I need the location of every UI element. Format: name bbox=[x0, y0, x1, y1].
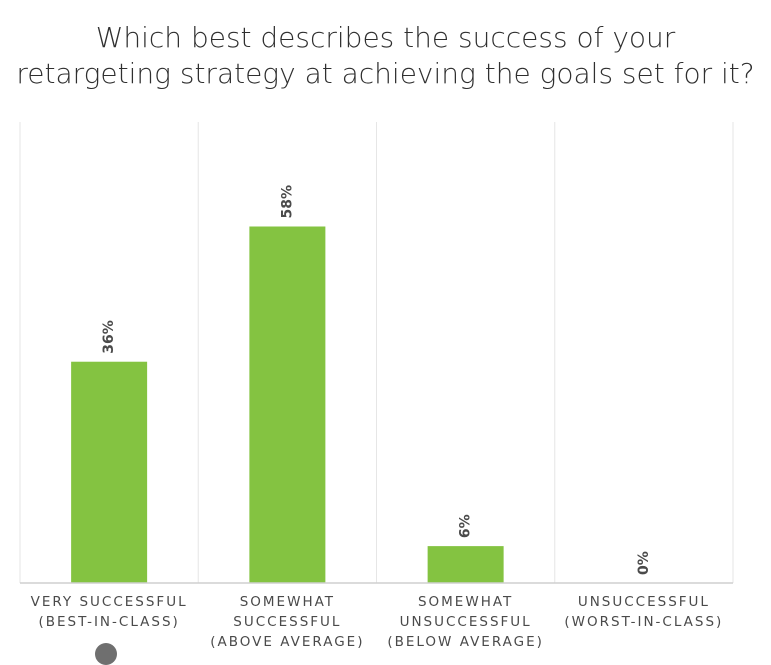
x-tick-label: (BELOW AVERAGE) bbox=[387, 634, 544, 650]
scroll-indicator[interactable] bbox=[95, 643, 117, 665]
chart-title-line-2: retargeting strategy at achieving the go… bbox=[16, 57, 755, 90]
chart-title: Which best describes the success of your… bbox=[0, 20, 771, 92]
x-tick-label: (ABOVE AVERAGE) bbox=[210, 634, 364, 650]
chart-title-line-1: Which best describes the success of your bbox=[95, 21, 676, 54]
x-tick-label: SUCCESSFUL bbox=[233, 614, 341, 630]
bar bbox=[249, 226, 326, 583]
x-tick-label: (WORST-IN-CLASS) bbox=[564, 614, 723, 630]
data-label: 58% bbox=[279, 185, 295, 219]
data-label: 0% bbox=[636, 551, 652, 575]
x-tick-label: UNSUCCESSFUL bbox=[578, 594, 710, 610]
x-tick-label: VERY SUCCESSFUL bbox=[31, 594, 188, 610]
x-tick-label: UNSUCCESSFUL bbox=[400, 614, 532, 630]
data-label: 6% bbox=[458, 514, 474, 538]
x-tick-label: (BEST-IN-CLASS) bbox=[38, 614, 179, 630]
x-tick-label: SOMEWHAT bbox=[418, 594, 513, 610]
bar bbox=[427, 546, 504, 583]
x-tick-label: SOMEWHAT bbox=[240, 594, 335, 610]
bar bbox=[71, 361, 148, 583]
data-label: 36% bbox=[101, 320, 117, 354]
